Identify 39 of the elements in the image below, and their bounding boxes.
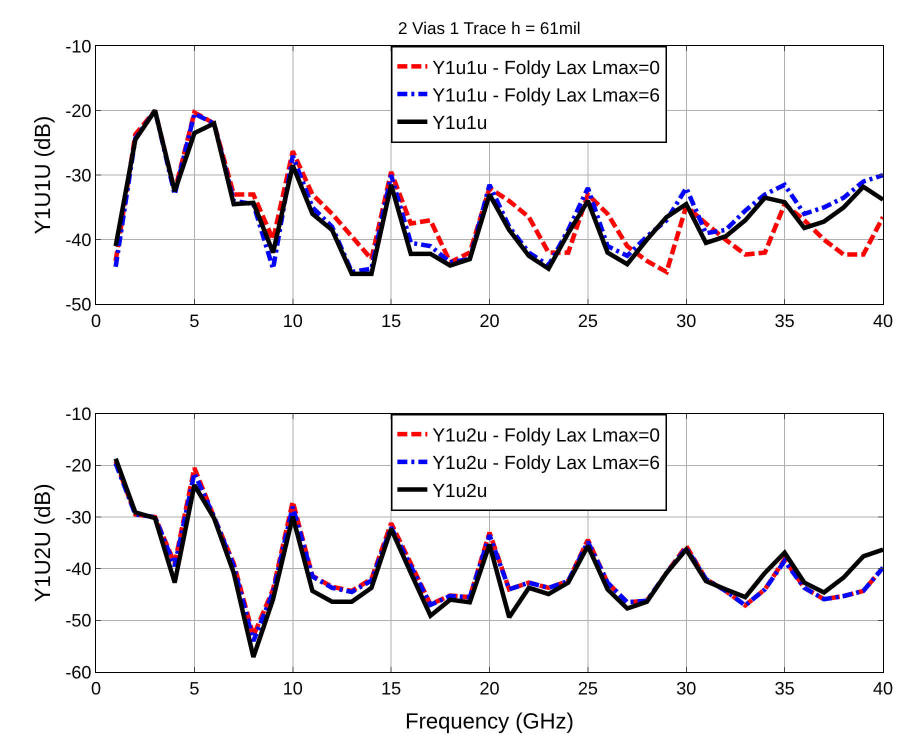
- y-tick-label: -30: [65, 165, 92, 186]
- x-tick-label: 0: [90, 310, 102, 331]
- legend-label: Y1u2u - Foldy Lax Lmax=6: [432, 453, 660, 474]
- y-tick-label: -30: [65, 507, 92, 528]
- x-tick-label: 10: [282, 310, 303, 331]
- y-tick-label: -40: [65, 559, 92, 580]
- x-tick-label: 40: [872, 310, 894, 331]
- legend-label: Y1u1u - Foldy Lax Lmax=6: [432, 85, 660, 106]
- y-tick-label: -50: [65, 610, 92, 631]
- x-tick-label: 35: [774, 310, 795, 331]
- x-tick-label: 25: [578, 310, 598, 331]
- x-tick-label: 30: [676, 678, 696, 699]
- y-tick-label: -20: [65, 100, 92, 121]
- legend-label: Y1u1u: [432, 113, 488, 134]
- x-tick-label: 35: [774, 678, 795, 699]
- y-tick-label: -40: [65, 230, 92, 250]
- y-tick-label: -60: [65, 662, 92, 682]
- x-tick-label: 0: [90, 678, 102, 699]
- x-tick-label: 20: [479, 678, 500, 699]
- x-axis-title: Frequency (GHz): [405, 708, 574, 734]
- x-tick-label: 5: [189, 678, 200, 699]
- y-tick-label: -50: [65, 294, 92, 315]
- x-tick-label: 15: [381, 678, 402, 699]
- y-axis-title: Y1U2U (dB): [30, 484, 56, 602]
- x-tick-label: 30: [676, 310, 696, 331]
- x-tick-label: 40: [872, 678, 894, 699]
- legend-label: Y1u2u: [432, 480, 488, 502]
- x-tick-label: 5: [189, 310, 200, 331]
- y-tick-label: -10: [65, 36, 92, 56]
- x-tick-label: 10: [282, 678, 303, 699]
- x-tick-label: 25: [578, 678, 598, 699]
- chart-title: 2 Vias 1 Trace h = 61mil: [398, 19, 581, 38]
- y-tick-label: -20: [65, 456, 92, 476]
- y-axis-title: Y1U1U (dB): [30, 116, 56, 234]
- legend-label: Y1u2u - Foldy Lax Lmax=0: [432, 426, 660, 447]
- y-tick-label: -10: [65, 404, 92, 424]
- legend-label: Y1u1u - Foldy Lax Lmax=0: [432, 58, 660, 79]
- x-tick-label: 20: [479, 310, 500, 331]
- x-tick-label: 15: [381, 310, 402, 331]
